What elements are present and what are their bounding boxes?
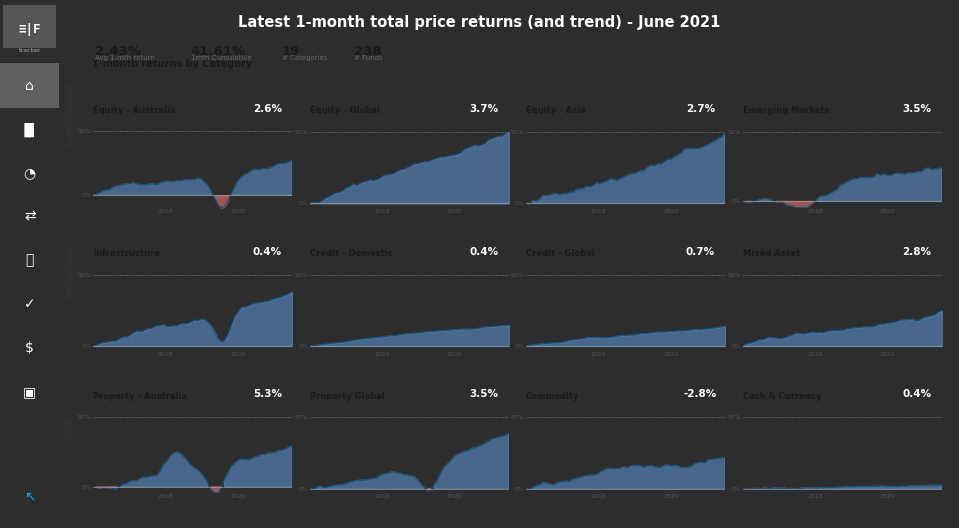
Text: ⌂: ⌂	[25, 79, 35, 92]
Text: 0.4%: 0.4%	[902, 389, 931, 399]
Text: 2.8%: 2.8%	[902, 247, 931, 257]
Text: $: $	[25, 341, 35, 355]
Text: 2.7%: 2.7%	[686, 104, 714, 114]
Text: Credit - Domestic: Credit - Domestic	[310, 249, 392, 258]
Text: 3.5%: 3.5%	[469, 389, 499, 399]
Text: FUM: FUM	[65, 418, 75, 437]
FancyBboxPatch shape	[0, 63, 59, 108]
Text: ✓: ✓	[24, 297, 35, 311]
Text: 0.7%: 0.7%	[686, 247, 714, 257]
Text: -2.8%: -2.8%	[684, 389, 717, 399]
Text: ⛟: ⛟	[26, 253, 34, 267]
Text: ▣: ▣	[23, 385, 36, 399]
Text: Net Inflows: Net Inflows	[65, 247, 75, 297]
Text: 5.3%: 5.3%	[253, 389, 282, 399]
Text: ⇄: ⇄	[24, 210, 35, 223]
Text: ↖: ↖	[24, 489, 35, 503]
Text: Avg 1-mth return: Avg 1-mth return	[95, 55, 154, 61]
Text: 3.5%: 3.5%	[902, 104, 931, 114]
Text: Commodity: Commodity	[526, 392, 579, 401]
Text: ▐▌: ▐▌	[19, 122, 40, 137]
Text: Latest 1-month total price returns (and trend) - June 2021: Latest 1-month total price returns (and …	[239, 15, 720, 30]
Text: 41.61%: 41.61%	[191, 45, 246, 58]
Text: Property Global: Property Global	[310, 392, 385, 401]
Text: Equity - Australia: Equity - Australia	[93, 107, 175, 116]
Text: 1-mth Returns: 1-mth Returns	[65, 84, 75, 146]
Text: Cash & Currency: Cash & Currency	[742, 392, 821, 401]
Text: Equity - Global: Equity - Global	[310, 107, 380, 116]
Text: Property - Australia: Property - Australia	[93, 392, 187, 401]
Text: 238: 238	[354, 45, 382, 58]
Text: tracker: tracker	[18, 48, 41, 53]
Text: 1-month returns by Category: 1-month returns by Category	[92, 59, 252, 69]
Text: 2.6%: 2.6%	[253, 104, 282, 114]
Text: Mixed Asset: Mixed Asset	[742, 249, 800, 258]
Text: 0.4%: 0.4%	[253, 247, 282, 257]
Text: 2.43%: 2.43%	[95, 45, 141, 58]
Text: Emerging Markets: Emerging Markets	[742, 107, 829, 116]
Text: # Funds: # Funds	[354, 55, 383, 61]
FancyBboxPatch shape	[3, 5, 57, 48]
Text: 19: 19	[282, 45, 300, 58]
Text: 1mth Cumulative: 1mth Cumulative	[191, 55, 251, 61]
Text: Infrastructure: Infrastructure	[93, 249, 160, 258]
Text: ◔: ◔	[24, 166, 35, 180]
Text: # Categories: # Categories	[282, 55, 327, 61]
Text: 3.7%: 3.7%	[469, 104, 499, 114]
Text: Equity - Asia: Equity - Asia	[526, 107, 586, 116]
Text: Credit - Global: Credit - Global	[526, 249, 595, 258]
Text: ≡|F: ≡|F	[18, 23, 41, 35]
Text: 0.4%: 0.4%	[469, 247, 499, 257]
